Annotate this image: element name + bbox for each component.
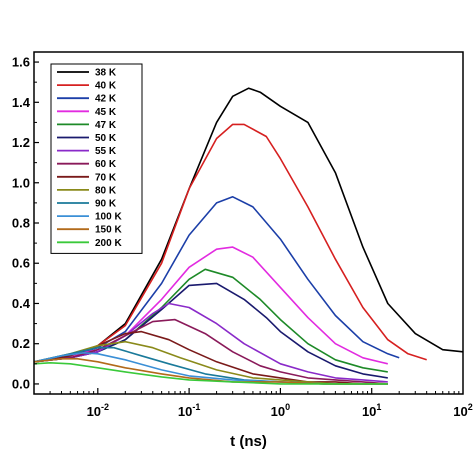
series-line-8 [34, 330, 388, 385]
series-line-5 [34, 282, 388, 379]
series-line-3 [34, 246, 388, 365]
x-axis: 10-2 10-1 100 101 102 [33, 388, 473, 419]
y-tick-label: 0.8 [12, 216, 30, 231]
y-tick-label: 0.2 [12, 336, 30, 351]
x-tick-label: 10-1 [178, 402, 200, 419]
legend-label: 47 K [95, 120, 117, 131]
legend-label: 40 K [95, 81, 117, 92]
x-tick-label: 102 [453, 402, 472, 419]
legend-label: 60 K [95, 159, 117, 170]
legend-label: 50 K [95, 133, 117, 144]
y-tick-label: 1.2 [12, 135, 30, 150]
y-tick-label: 1.0 [12, 175, 30, 190]
legend-label: 80 K [95, 185, 117, 196]
legend: 38 K 40 K 42 K 45 K 47 K 50 K 55 K 60 K 70 K 80 K… [50, 63, 143, 254]
y-tick-label: 1.6 [12, 55, 30, 70]
legend-label: 55 K [95, 146, 117, 157]
series-layer [34, 87, 463, 385]
x-tick-label: 10-2 [87, 402, 109, 419]
legend-label: 42 K [95, 94, 117, 105]
legend-box [50, 63, 143, 254]
x-tick-label: 100 [271, 402, 290, 419]
y-tick-label: 0.6 [12, 256, 30, 271]
legend-label: 150 K [95, 225, 122, 236]
series-line-6 [34, 302, 388, 383]
series-line-1 [34, 123, 427, 363]
y-tick-label: 0.4 [12, 296, 31, 311]
legend-label: 70 K [95, 172, 117, 183]
y-axis: 0.0 0.2 0.4 0.6 0.8 1.0 1.2 1.4 1.6 [12, 55, 39, 391]
series-line-13 [34, 361, 388, 385]
legend-label: 200 K [95, 238, 122, 249]
legend-label: 100 K [95, 212, 122, 223]
y-tick-label: 0.0 [12, 376, 30, 391]
legend-label: 90 K [95, 199, 117, 210]
y-tick-label: 1.4 [12, 95, 31, 110]
x-tick-label: 101 [362, 402, 381, 419]
series-line-0 [34, 87, 463, 363]
legend-label: 45 K [95, 107, 117, 118]
x-axis-title: t (ns) [230, 433, 267, 450]
legend-label: 38 K [95, 68, 117, 79]
